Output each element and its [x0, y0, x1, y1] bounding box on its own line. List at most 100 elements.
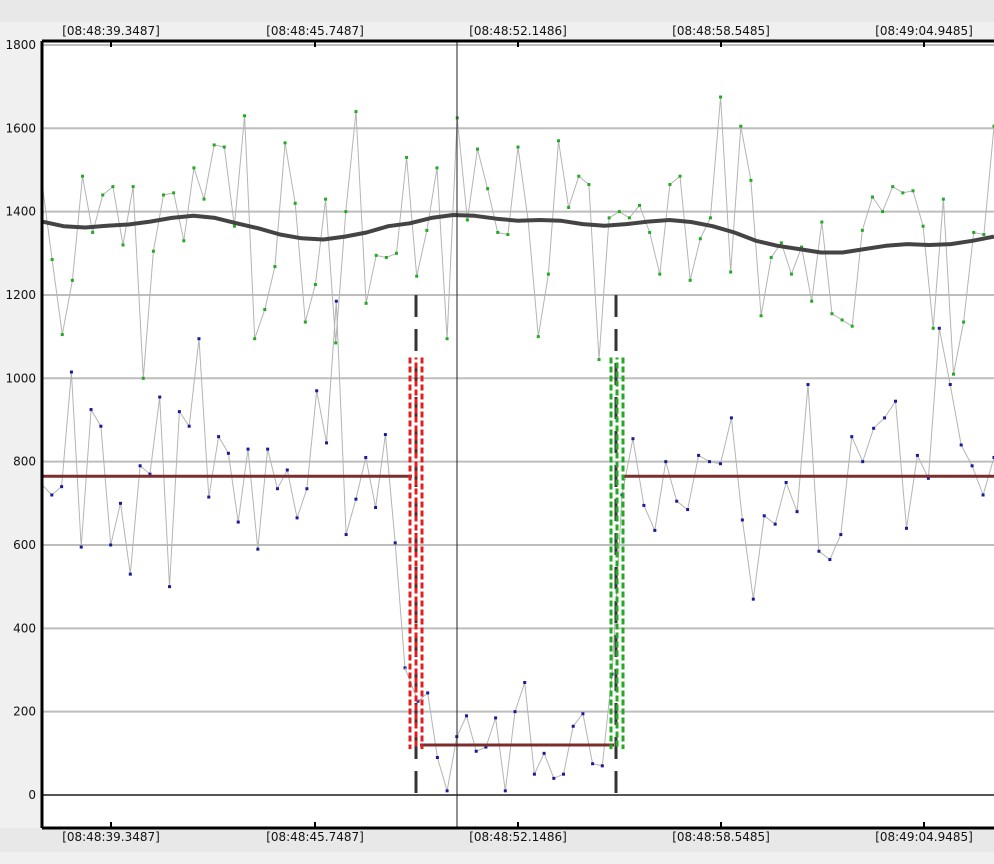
- upper-raw-point: [172, 191, 176, 195]
- lower-raw-point: [295, 516, 299, 520]
- upper-raw-point: [982, 233, 986, 237]
- upper-raw-point: [881, 210, 885, 214]
- lower-raw-point: [334, 299, 338, 303]
- upper-raw-point: [739, 124, 743, 128]
- lower-raw-point: [708, 460, 712, 464]
- upper-raw-point: [638, 203, 642, 207]
- upper-raw-point: [769, 255, 773, 259]
- upper-raw-point: [729, 270, 733, 274]
- lower-raw-point: [751, 597, 755, 601]
- lower-raw-point: [465, 714, 468, 718]
- gridlines: [42, 43, 994, 796]
- lower-raw-point: [484, 745, 488, 749]
- upper-raw-point: [293, 201, 297, 205]
- lower-raw-point: [992, 455, 994, 459]
- lower-raw-point: [904, 526, 908, 530]
- y-tick-label: 400: [13, 621, 36, 635]
- upper-raw-point: [212, 143, 216, 147]
- lower-raw-point: [552, 776, 556, 780]
- lower-raw-point: [795, 510, 799, 514]
- upper-raw-point: [567, 205, 571, 209]
- lower-raw-point: [839, 533, 843, 537]
- upper-raw-point: [688, 278, 692, 282]
- lower-raw-point: [60, 485, 64, 489]
- x-tick-label-top: [08:48:52.1486]: [469, 24, 567, 38]
- upper-raw-point: [891, 185, 895, 189]
- lower-raw-point: [948, 383, 952, 387]
- upper-raw-point: [60, 333, 64, 337]
- upper-smoothed-line: [41, 213, 994, 255]
- bottom-axis-band: [0, 828, 994, 852]
- lower-raw-point: [217, 435, 221, 439]
- upper-raw-point: [830, 312, 834, 316]
- upper-raw-point: [394, 251, 398, 255]
- x-tick-label-bottom: [08:48:39.3487]: [62, 830, 160, 844]
- upper-raw-point: [232, 224, 236, 228]
- lower-raw-point: [266, 447, 270, 451]
- top-axis-band: [0, 0, 994, 22]
- upper-raw-point: [253, 337, 257, 341]
- lower-raw-point: [729, 416, 733, 420]
- upper-raw-point: [202, 197, 206, 201]
- upper-raw-point: [506, 233, 510, 237]
- lower-raw-point: [513, 710, 517, 714]
- upper-raw-point: [951, 372, 955, 376]
- upper-raw-point: [557, 139, 561, 143]
- lower-raw-point: [256, 547, 260, 551]
- upper-raw-point: [800, 245, 804, 249]
- upper-raw-point: [243, 114, 247, 118]
- lower-raw-point: [959, 443, 963, 447]
- upper-raw-point: [111, 185, 115, 189]
- lower-raw-point: [315, 389, 319, 393]
- lower-raw-point: [784, 480, 788, 484]
- upper-raw-point: [546, 272, 550, 276]
- upper-raw-point: [850, 324, 854, 328]
- x-tick-label-top: [08:48:58.5485]: [672, 24, 770, 38]
- upper-raw-point: [708, 216, 712, 220]
- upper-raw-point: [901, 191, 905, 195]
- lower-raw-point: [177, 410, 181, 414]
- upper-raw-point: [607, 216, 611, 220]
- upper-raw-point: [70, 278, 74, 282]
- upper-raw-point: [425, 228, 429, 232]
- lower-raw-point: [817, 549, 821, 553]
- upper-raw-point: [941, 197, 945, 201]
- lower-raw-point: [69, 370, 73, 374]
- lower-raw-point: [740, 518, 744, 522]
- lower-raw-point: [562, 772, 565, 776]
- upper-raw-point: [273, 265, 277, 269]
- upper-raw-point: [597, 358, 601, 362]
- upper-raw-point: [779, 241, 783, 245]
- upper-raw-point: [617, 210, 621, 214]
- lower-raw-point: [581, 712, 585, 716]
- lower-raw-point: [653, 528, 657, 532]
- x-tick-label-top: [08:48:45.7487]: [266, 24, 364, 38]
- x-tick-label-bottom: [08:48:52.1486]: [469, 830, 567, 844]
- upper-raw-point: [435, 166, 439, 170]
- lower-raw-point: [354, 497, 358, 501]
- upper-raw-point: [283, 141, 287, 145]
- lower-raw-point: [79, 545, 83, 549]
- y-tick-label: 600: [13, 538, 36, 552]
- lower-raw-point: [861, 460, 865, 464]
- lower-raw-point: [118, 501, 122, 505]
- lower-raw-line: [41, 300, 406, 668]
- y-tick-label: 1800: [5, 38, 36, 52]
- lower-raw-point: [364, 455, 368, 459]
- lower-raw-point: [686, 508, 690, 512]
- upper-raw-point: [658, 272, 662, 276]
- upper-raw-point: [840, 318, 844, 322]
- upper-raw-point: [263, 308, 267, 312]
- lower-raw-point: [325, 441, 329, 445]
- upper-raw-point: [496, 230, 500, 234]
- upper-raw-point: [536, 335, 540, 339]
- lower-raw-point: [197, 337, 201, 341]
- upper-raw-point: [475, 147, 479, 151]
- lower-raw-point: [523, 680, 527, 684]
- lower-raw-point: [883, 416, 887, 420]
- x-tick-label-top: [08:48:39.3487]: [62, 24, 160, 38]
- x-tick-label-top: [08:49:04.9485]: [875, 24, 973, 38]
- lower-raw-point: [675, 499, 679, 503]
- upper-raw-point: [50, 258, 54, 262]
- upper-raw-point: [101, 193, 105, 197]
